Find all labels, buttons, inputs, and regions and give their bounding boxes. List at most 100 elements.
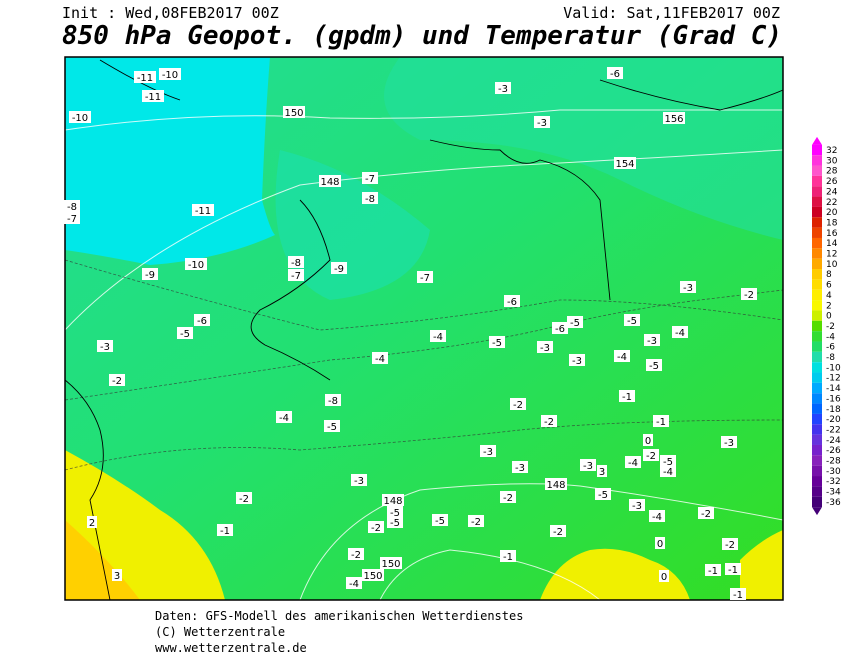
map-title: 850 hPa Geopot. (gpdm) und Temperatur (G… [62, 21, 782, 51]
label-box [722, 538, 738, 550]
colorbar: 32302826242220181614121086420-2-4-6-8-10… [812, 136, 841, 516]
color-swatch [812, 237, 822, 249]
contour-label: -6 [610, 69, 620, 80]
color-swatch [812, 175, 822, 187]
label-box [64, 200, 80, 212]
color-swatch [812, 444, 822, 456]
label-box [629, 499, 645, 511]
label-box [362, 569, 384, 581]
contour-label: -4 [279, 413, 289, 424]
label-box [643, 434, 653, 446]
coastlines [65, 59, 783, 600]
contour-label: -11 [145, 92, 161, 103]
label-box [595, 488, 611, 500]
contour-label: -2 [553, 527, 563, 538]
contour-label: -10 [72, 113, 88, 124]
label-box [495, 82, 511, 94]
label-box [512, 461, 528, 473]
label-box [109, 374, 125, 386]
label-box [537, 341, 553, 353]
label-box [348, 548, 364, 560]
label-box [288, 269, 304, 281]
contour-label: -11 [195, 206, 211, 217]
color-swatch [812, 496, 822, 508]
label-box [725, 563, 741, 575]
label-box [619, 390, 635, 402]
color-swatch [812, 320, 822, 332]
contour-label: -4 [663, 467, 673, 478]
color-swatch [812, 362, 822, 373]
label-box [387, 516, 403, 528]
color-swatch [812, 144, 822, 156]
contour-label: -4 [433, 332, 443, 343]
label-box [545, 478, 567, 490]
contour-label: -5 [598, 490, 608, 501]
label-box [614, 350, 630, 362]
contour-label: -9 [145, 270, 155, 281]
colorbar-label: 30 [826, 156, 838, 166]
label-box [192, 204, 214, 216]
label-box [625, 456, 641, 468]
label-box [614, 157, 636, 169]
contour-label: 3 [114, 571, 120, 582]
valid-time: Valid: Sat,11FEB2017 00Z [563, 4, 780, 22]
contour-label: -4 [675, 328, 685, 339]
contour-label: -5 [627, 316, 637, 327]
contour-label: -3 [647, 336, 657, 347]
contour-label: -5 [327, 422, 337, 433]
label-box [672, 326, 688, 338]
colorbar-label: -6 [826, 343, 835, 353]
label-box [382, 494, 404, 506]
contour-label: -3 [537, 118, 547, 129]
label-box [362, 172, 378, 184]
colorbar-label: 10 [826, 260, 838, 270]
colorbar-label: 24 [826, 187, 838, 197]
contour-label: -6 [507, 297, 517, 308]
contour-label: -5 [180, 329, 190, 340]
colorbar-label: 18 [826, 218, 838, 228]
colorbar-label: -34 [826, 488, 841, 498]
label-box [288, 256, 304, 268]
colorbar-label: 8 [826, 270, 832, 280]
colorbar-label: -8 [826, 353, 835, 363]
contour-label: -4 [617, 352, 627, 363]
contour-label: 150 [363, 571, 382, 582]
contour-label: 148 [383, 496, 402, 507]
label-box [721, 436, 737, 448]
label-box [705, 564, 721, 576]
contour-label: -7 [291, 271, 301, 282]
label-box [283, 106, 305, 118]
colorbar-bottom-arrow [812, 507, 822, 516]
contour-label: -3 [540, 343, 550, 354]
label-box [580, 459, 596, 471]
contour-label: -2 [744, 290, 754, 301]
contour-label: 150 [381, 559, 400, 570]
label-box [655, 537, 665, 549]
label-box [112, 569, 122, 581]
contour-label: -4 [628, 458, 638, 469]
label-box [468, 515, 484, 527]
warm-region-south [540, 548, 690, 600]
label-box [500, 550, 516, 562]
colorbar-label: 26 [826, 177, 838, 187]
label-box [324, 420, 340, 432]
label-box [649, 510, 665, 522]
color-swatch [812, 351, 822, 363]
color-swatch [812, 341, 822, 352]
color-swatch [812, 206, 822, 218]
label-box [194, 314, 210, 326]
colorbar-label: -2 [826, 322, 835, 332]
color-swatch [812, 413, 822, 425]
contour-label: -1 [622, 392, 632, 403]
contour-label: -2 [544, 417, 554, 428]
label-box [660, 465, 676, 477]
color-swatch [812, 465, 822, 477]
label-box [159, 68, 181, 80]
colorbar-label: -24 [826, 436, 841, 446]
contour-label: -3 [498, 84, 508, 95]
contour-label: 148 [320, 177, 339, 188]
label-box [185, 258, 207, 270]
contour-label: -11 [137, 73, 153, 84]
contour-label: 154 [615, 159, 634, 170]
label-box [236, 492, 252, 504]
